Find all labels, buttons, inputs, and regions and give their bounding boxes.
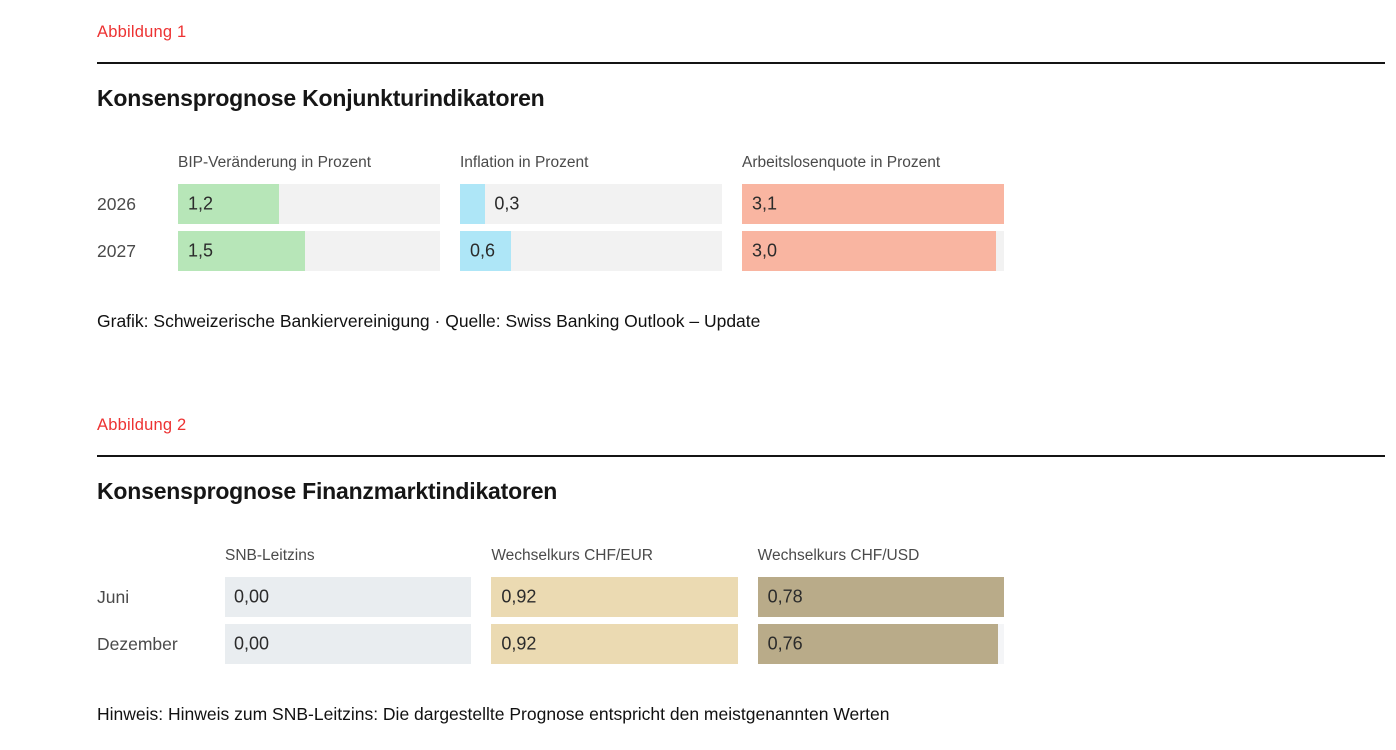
row-label: Juni	[97, 586, 130, 607]
bar-track: 0,6	[460, 231, 722, 271]
column-header: Wechselkurs CHF/USD	[757, 547, 920, 564]
table-row: 2026 1,2 0,3 3,1	[97, 184, 1004, 224]
figure-2-note: Hinweis: Hinweis zum SNB-Leitzins: Die d…	[97, 704, 890, 724]
bar-value-label: 0,78	[767, 586, 803, 607]
row-label: Dezember	[97, 633, 178, 654]
figure-1-chart: BIP-Veränderung in Prozent Inflation in P…	[97, 154, 1004, 271]
row-label-spacer	[97, 547, 205, 565]
figure-1-divider	[97, 62, 1385, 64]
bar-value-label: 1,2	[188, 193, 214, 214]
figure-1-label: Abbildung 1	[97, 23, 187, 41]
bar	[460, 231, 511, 271]
bar	[491, 577, 738, 617]
bar-track: 3,0	[742, 231, 1004, 271]
row-label: 2026	[97, 193, 136, 214]
table-row: 2027 1,5 0,6 3,0	[97, 231, 1004, 271]
figure-1-attribution: Grafik: Schweizerische Bankiervereinigun…	[97, 311, 761, 331]
bar-value-label: 1,5	[188, 240, 214, 261]
figure-1: Abbildung 1 Konsensprognose Konjunkturin…	[97, 23, 1385, 332]
bar-value-label: 0,3	[494, 193, 520, 214]
bar	[460, 184, 486, 224]
column-header: Arbeitslosenquote in Prozent	[742, 154, 941, 171]
bar-value-label: 0,6	[470, 240, 496, 261]
figure-2: Abbildung 2 Konsensprognose Finanzmarkti…	[97, 416, 1385, 725]
column-header: Wechselkurs CHF/EUR	[491, 547, 653, 564]
bar	[491, 624, 738, 664]
figure-2-title: Konsensprognose Finanzmarktindikatoren	[97, 478, 558, 504]
chart-header-row: BIP-Veränderung in Prozent Inflation in P…	[97, 154, 1004, 172]
bar-track: 0,76	[757, 624, 1004, 664]
bar-value-label: 0,92	[501, 633, 537, 654]
bar-track: 3,1	[742, 184, 1004, 224]
bar-track: 0,00	[225, 577, 472, 617]
table-row: Dezember 0,00 0,92 0,76	[97, 624, 1004, 664]
bar-track: 0,00	[225, 624, 472, 664]
column-header: BIP-Veränderung in Prozent	[178, 154, 372, 171]
table-row: Juni 0,00 0,92 0,78	[97, 577, 1004, 617]
bar	[757, 577, 1004, 617]
bar-track: 0,92	[491, 624, 738, 664]
bar-track: 0,3	[460, 184, 722, 224]
bar-value-label: 0,00	[234, 633, 270, 654]
row-label-spacer	[97, 154, 158, 172]
bar-track: 1,5	[178, 231, 440, 271]
bar-value-label: 3,0	[752, 240, 778, 261]
bar	[757, 624, 998, 664]
bar-value-label: 0,76	[767, 633, 803, 654]
bar-track: 0,78	[757, 577, 1004, 617]
column-header: Inflation in Prozent	[460, 154, 589, 171]
bar-value-label: 0,92	[501, 586, 537, 607]
column-header: SNB-Leitzins	[225, 547, 315, 564]
bar-track: 1,2	[178, 184, 440, 224]
bar-value-label: 3,1	[752, 193, 778, 214]
figure-2-divider	[97, 455, 1385, 457]
figure-2-label: Abbildung 2	[97, 416, 187, 434]
row-label: 2027	[97, 240, 136, 261]
bar-track: 0,92	[491, 577, 738, 617]
bar	[178, 184, 280, 224]
bar	[742, 184, 1004, 224]
bar	[178, 231, 305, 271]
bar-value-label: 0,00	[234, 586, 270, 607]
chart-header-row: SNB-Leitzins Wechselkurs CHF/EUR Wechselku…	[97, 547, 1004, 565]
bar	[742, 231, 996, 271]
page: Abbildung 1 Konsensprognose Konjunkturin…	[97, 23, 1385, 725]
figure-1-title: Konsensprognose Konjunkturindikatoren	[97, 85, 545, 111]
figure-2-chart: SNB-Leitzins Wechselkurs CHF/EUR Wechselku…	[97, 547, 1004, 664]
